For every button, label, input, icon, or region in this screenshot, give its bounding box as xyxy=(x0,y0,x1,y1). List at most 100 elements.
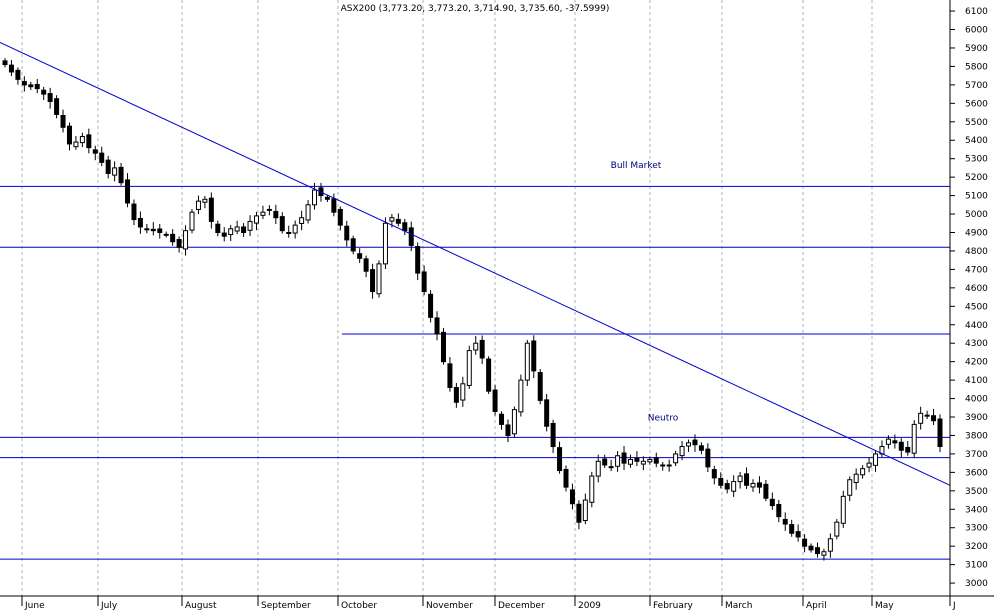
candle-body xyxy=(673,453,679,464)
y-tick-label: 3400 xyxy=(965,505,988,515)
candle-body xyxy=(415,246,421,274)
y-tick-label: 4700 xyxy=(965,265,988,275)
candle-body xyxy=(183,230,189,250)
candle-body xyxy=(41,89,47,95)
candle-body xyxy=(273,210,279,219)
candle-body xyxy=(421,271,427,293)
candle-body xyxy=(408,227,414,246)
y-tick-label: 3500 xyxy=(965,487,988,497)
candle-body xyxy=(531,340,537,372)
candle-body xyxy=(389,217,395,222)
month-label: October xyxy=(341,601,377,610)
candle-body xyxy=(847,479,853,496)
candle-body xyxy=(434,317,440,335)
candle-body xyxy=(195,200,201,210)
candle-body xyxy=(99,152,105,163)
candle-body xyxy=(763,483,769,499)
candle-body xyxy=(911,423,917,454)
y-tick-label: 5600 xyxy=(965,99,988,109)
candle-body xyxy=(724,483,730,490)
y-tick-label: 5300 xyxy=(965,155,988,165)
candle-body xyxy=(795,531,801,538)
candle-body xyxy=(860,468,866,476)
candle-body xyxy=(782,518,788,525)
candle-body xyxy=(163,233,169,236)
candle-body xyxy=(569,489,575,505)
y-tick-label: 4200 xyxy=(965,358,988,368)
candle-body xyxy=(666,464,672,467)
candle-body xyxy=(621,452,627,464)
y-tick-label: 5700 xyxy=(965,81,988,91)
candle-body xyxy=(524,342,530,381)
candle-body xyxy=(144,228,150,231)
trendline xyxy=(0,41,951,486)
candle-body xyxy=(279,216,285,232)
candle-body xyxy=(241,226,247,233)
candle-body xyxy=(537,372,543,401)
y-tick-label: 5500 xyxy=(965,118,988,128)
candle-body xyxy=(266,208,272,211)
candle-body xyxy=(79,136,85,144)
candle-body xyxy=(176,239,182,248)
y-tick-label: 5400 xyxy=(965,136,988,146)
candle-body xyxy=(505,424,511,436)
y-tick-label: 3000 xyxy=(965,579,988,589)
candle-body xyxy=(221,232,227,237)
candle-body xyxy=(557,447,563,472)
y-tick-label: 3600 xyxy=(965,468,988,478)
candle-body xyxy=(627,458,633,465)
candle-body xyxy=(660,464,666,467)
candle-body xyxy=(189,211,195,231)
candle-body xyxy=(170,233,176,243)
candle-body xyxy=(344,225,350,241)
candle-body xyxy=(602,458,608,466)
candle-body xyxy=(563,468,569,488)
candle-body xyxy=(208,197,214,222)
candle-body xyxy=(466,350,472,386)
month-label: November xyxy=(426,601,473,610)
month-label: J xyxy=(952,601,956,610)
candle-body xyxy=(447,363,453,388)
y-tick-label: 4100 xyxy=(965,376,988,386)
month-label: December xyxy=(498,601,545,610)
candle-body xyxy=(918,412,924,424)
candle-body xyxy=(705,448,711,468)
candle-body xyxy=(402,222,408,232)
candle-body xyxy=(299,217,305,224)
candle-body xyxy=(827,538,833,552)
candle-body xyxy=(60,115,66,128)
candle-body xyxy=(582,499,588,522)
candle-body xyxy=(640,460,646,465)
candle-body xyxy=(756,482,762,488)
candle-body xyxy=(885,438,891,445)
candle-body xyxy=(873,453,879,466)
candle-body xyxy=(924,414,930,417)
candle-body xyxy=(440,331,446,363)
y-tick-label: 5200 xyxy=(965,173,988,183)
candle-body xyxy=(931,415,937,422)
candle-body xyxy=(744,473,750,486)
candle-body xyxy=(118,166,124,184)
candle-body xyxy=(382,222,388,265)
candle-body xyxy=(479,339,485,359)
candle-body xyxy=(21,81,27,86)
y-tick-label: 6100 xyxy=(965,7,988,17)
candle-body xyxy=(137,217,143,228)
y-tick-label: 4600 xyxy=(965,284,988,294)
candle-body xyxy=(937,418,943,448)
candle-body xyxy=(653,457,659,464)
candle-body xyxy=(260,211,266,216)
candle-body xyxy=(698,445,704,451)
candle-body xyxy=(711,469,717,479)
y-tick-label: 5800 xyxy=(965,62,988,72)
candle-body xyxy=(15,69,21,80)
candle-body xyxy=(808,545,814,551)
candle-body xyxy=(125,179,131,204)
candle-body xyxy=(453,386,459,403)
y-tick-label: 4000 xyxy=(965,395,988,405)
candle-body xyxy=(312,189,318,206)
candle-body xyxy=(473,342,479,351)
month-label: July xyxy=(100,601,118,610)
